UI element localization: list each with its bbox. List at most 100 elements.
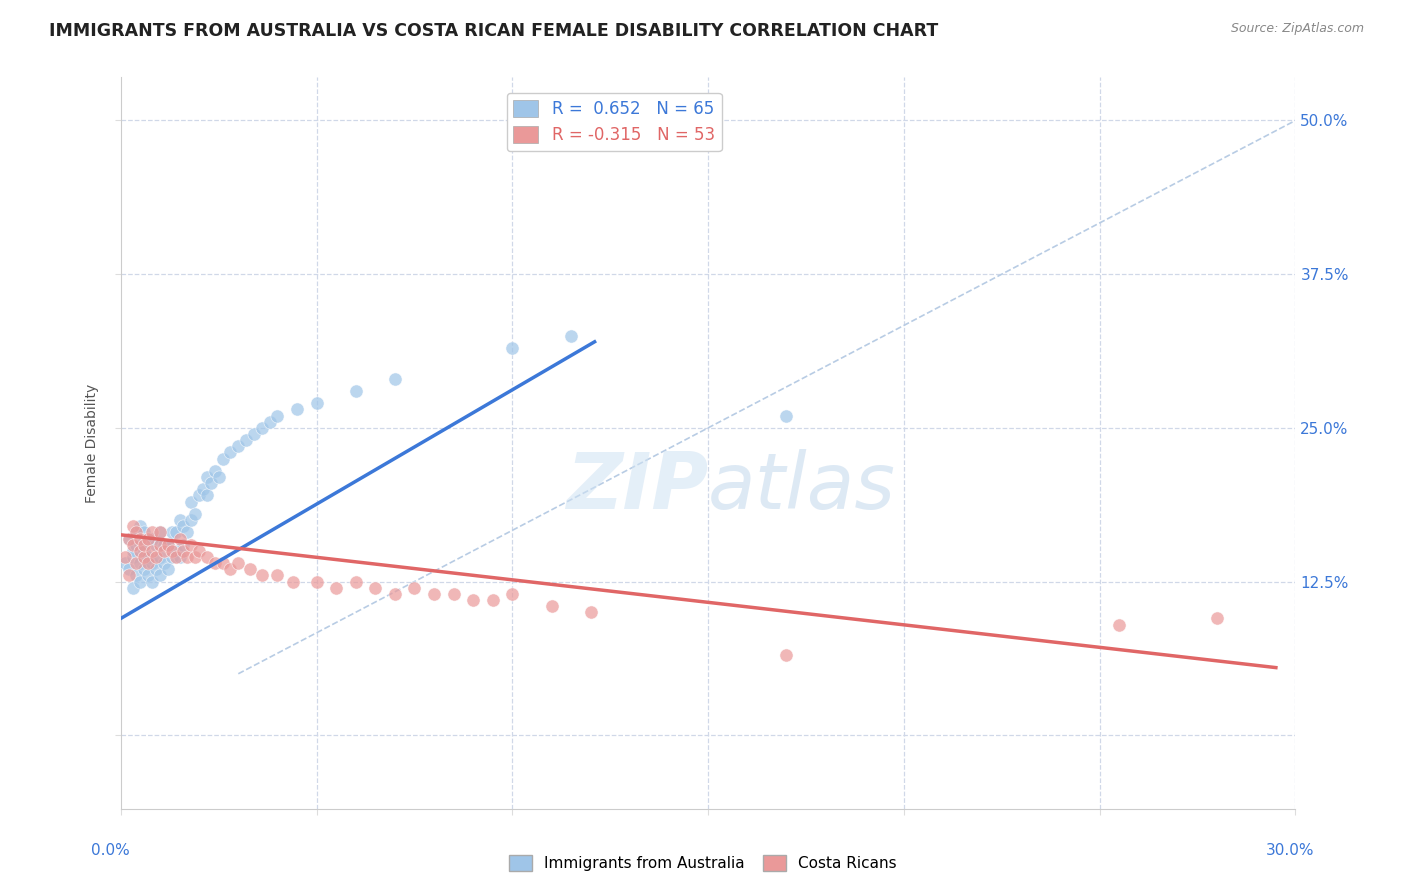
Text: atlas: atlas <box>709 449 896 525</box>
Point <box>129 519 152 533</box>
Point <box>125 525 148 540</box>
Point <box>191 483 214 497</box>
Point <box>134 525 156 540</box>
Point <box>136 556 159 570</box>
Point <box>266 409 288 423</box>
Point <box>165 525 187 540</box>
Point <box>344 574 367 589</box>
Point <box>160 525 183 540</box>
Legend: Immigrants from Australia, Costa Ricans: Immigrants from Australia, Costa Ricans <box>503 849 903 877</box>
Point <box>226 556 249 570</box>
Point <box>172 519 194 533</box>
Text: ZIP: ZIP <box>565 449 709 525</box>
Point <box>136 568 159 582</box>
Point <box>121 543 143 558</box>
Point <box>136 549 159 564</box>
Point <box>305 396 328 410</box>
Point <box>235 433 257 447</box>
Point <box>250 421 273 435</box>
Point <box>134 543 156 558</box>
Point <box>134 562 156 576</box>
Point <box>121 538 143 552</box>
Point <box>219 445 242 459</box>
Point <box>188 543 211 558</box>
Point <box>211 556 233 570</box>
Point <box>165 543 187 558</box>
Point <box>165 549 187 564</box>
Point <box>141 556 163 570</box>
Point <box>501 341 523 355</box>
Point <box>134 538 156 552</box>
Point <box>344 384 367 398</box>
Y-axis label: Female Disability: Female Disability <box>86 384 100 503</box>
Point <box>463 593 485 607</box>
Point <box>305 574 328 589</box>
Point <box>160 549 183 564</box>
Point <box>149 525 172 540</box>
Point <box>188 488 211 502</box>
Point <box>195 470 218 484</box>
Point <box>540 599 562 614</box>
Point <box>176 525 198 540</box>
Point <box>180 538 202 552</box>
Point <box>180 494 202 508</box>
Point <box>125 568 148 582</box>
Point <box>204 464 226 478</box>
Point <box>775 648 797 663</box>
Point <box>141 543 163 558</box>
Point <box>172 538 194 552</box>
Point <box>775 409 797 423</box>
Point <box>129 543 152 558</box>
Text: Source: ZipAtlas.com: Source: ZipAtlas.com <box>1230 22 1364 36</box>
Point <box>364 581 387 595</box>
Point <box>149 549 172 564</box>
Point <box>325 581 347 595</box>
Point <box>114 556 136 570</box>
Point <box>443 587 465 601</box>
Point <box>239 562 262 576</box>
Point <box>121 549 143 564</box>
Point <box>125 556 148 570</box>
Point <box>250 568 273 582</box>
Point <box>501 587 523 601</box>
Point <box>136 532 159 546</box>
Point <box>226 439 249 453</box>
Point <box>118 562 141 576</box>
Point <box>560 328 582 343</box>
Point <box>129 532 152 546</box>
Point <box>153 556 176 570</box>
Point <box>1206 611 1229 625</box>
Point <box>145 538 167 552</box>
Point <box>129 574 152 589</box>
Point <box>195 488 218 502</box>
Text: 0.0%: 0.0% <box>91 843 131 858</box>
Point <box>384 372 406 386</box>
Point <box>579 605 602 619</box>
Point <box>118 568 141 582</box>
Point <box>160 543 183 558</box>
Point <box>125 525 148 540</box>
Point <box>384 587 406 601</box>
Point <box>180 513 202 527</box>
Point <box>145 549 167 564</box>
Point <box>169 549 191 564</box>
Point <box>169 532 191 546</box>
Point <box>156 538 179 552</box>
Point <box>259 415 281 429</box>
Point <box>281 574 304 589</box>
Point <box>149 568 172 582</box>
Point <box>156 562 179 576</box>
Point <box>134 549 156 564</box>
Point <box>195 549 218 564</box>
Point <box>129 538 152 552</box>
Point <box>149 525 172 540</box>
Point <box>219 562 242 576</box>
Text: 30.0%: 30.0% <box>1267 843 1315 858</box>
Point <box>141 532 163 546</box>
Point <box>285 402 308 417</box>
Point <box>156 538 179 552</box>
Point <box>204 556 226 570</box>
Point <box>121 581 143 595</box>
Point <box>121 519 143 533</box>
Point <box>208 470 231 484</box>
